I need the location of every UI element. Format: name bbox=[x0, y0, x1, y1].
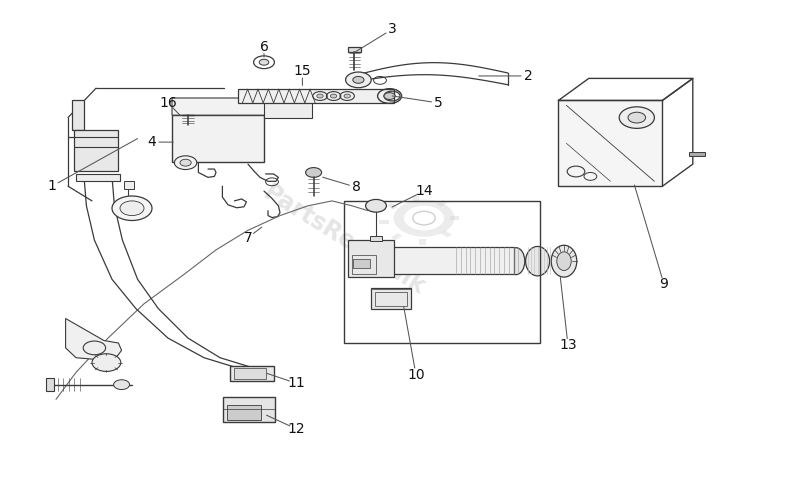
Bar bbox=[436, 200, 447, 207]
Circle shape bbox=[83, 341, 106, 355]
Ellipse shape bbox=[557, 252, 571, 270]
Bar bbox=[230, 366, 274, 381]
Bar bbox=[391, 233, 402, 240]
Ellipse shape bbox=[526, 246, 550, 276]
Text: PartsRepublik: PartsRepublik bbox=[258, 180, 430, 300]
Bar bbox=[352, 255, 376, 274]
Bar bbox=[172, 115, 264, 162]
Bar bbox=[124, 181, 134, 189]
Bar bbox=[238, 89, 394, 103]
Circle shape bbox=[180, 159, 191, 166]
Circle shape bbox=[344, 94, 350, 98]
Text: 15: 15 bbox=[294, 64, 311, 78]
Text: 12: 12 bbox=[287, 422, 305, 436]
Text: 2: 2 bbox=[524, 69, 532, 83]
Bar bbox=[353, 259, 370, 268]
Bar bbox=[264, 100, 312, 118]
Bar bbox=[379, 220, 389, 224]
Circle shape bbox=[306, 168, 322, 177]
Bar bbox=[419, 239, 426, 245]
Text: 16: 16 bbox=[159, 96, 177, 110]
Text: 6: 6 bbox=[259, 40, 269, 53]
Circle shape bbox=[259, 59, 269, 65]
Text: 3: 3 bbox=[388, 23, 396, 36]
Bar bbox=[227, 405, 261, 420]
Wedge shape bbox=[394, 199, 454, 237]
Bar bbox=[344, 201, 540, 343]
Text: 11: 11 bbox=[287, 376, 305, 390]
Bar bbox=[72, 100, 84, 130]
Bar bbox=[441, 230, 452, 237]
Text: 9: 9 bbox=[659, 277, 669, 291]
Circle shape bbox=[366, 199, 386, 212]
Circle shape bbox=[619, 107, 654, 128]
Bar bbox=[370, 236, 382, 241]
Bar bbox=[348, 47, 361, 52]
Bar bbox=[375, 292, 407, 306]
Circle shape bbox=[346, 72, 371, 88]
Circle shape bbox=[384, 93, 395, 99]
Polygon shape bbox=[172, 98, 272, 115]
Bar bbox=[76, 174, 120, 181]
Text: 5: 5 bbox=[434, 96, 442, 110]
Circle shape bbox=[120, 201, 144, 216]
Circle shape bbox=[330, 94, 337, 98]
Circle shape bbox=[389, 94, 395, 98]
Text: 1: 1 bbox=[47, 179, 57, 193]
Bar bbox=[223, 397, 275, 422]
Text: 10: 10 bbox=[407, 368, 425, 382]
Bar bbox=[450, 216, 459, 220]
Circle shape bbox=[353, 76, 364, 83]
Text: 4: 4 bbox=[148, 135, 156, 149]
Circle shape bbox=[317, 94, 323, 98]
Text: 7: 7 bbox=[244, 231, 252, 245]
Ellipse shape bbox=[551, 245, 577, 277]
Circle shape bbox=[628, 112, 646, 123]
Circle shape bbox=[174, 156, 197, 170]
Text: 8: 8 bbox=[351, 180, 361, 194]
Polygon shape bbox=[66, 318, 122, 360]
Bar bbox=[413, 196, 419, 201]
Bar bbox=[386, 203, 398, 210]
Bar bbox=[358, 247, 514, 274]
Bar bbox=[348, 240, 394, 277]
Bar bbox=[689, 152, 705, 156]
Circle shape bbox=[114, 380, 130, 390]
Text: 14: 14 bbox=[415, 184, 433, 198]
Bar bbox=[558, 100, 662, 186]
Circle shape bbox=[92, 354, 121, 371]
Ellipse shape bbox=[507, 248, 525, 274]
Bar bbox=[46, 378, 54, 391]
Bar bbox=[234, 368, 266, 379]
Text: 13: 13 bbox=[559, 339, 577, 352]
Circle shape bbox=[112, 196, 152, 220]
Bar bbox=[371, 288, 411, 309]
Bar bbox=[74, 130, 118, 171]
